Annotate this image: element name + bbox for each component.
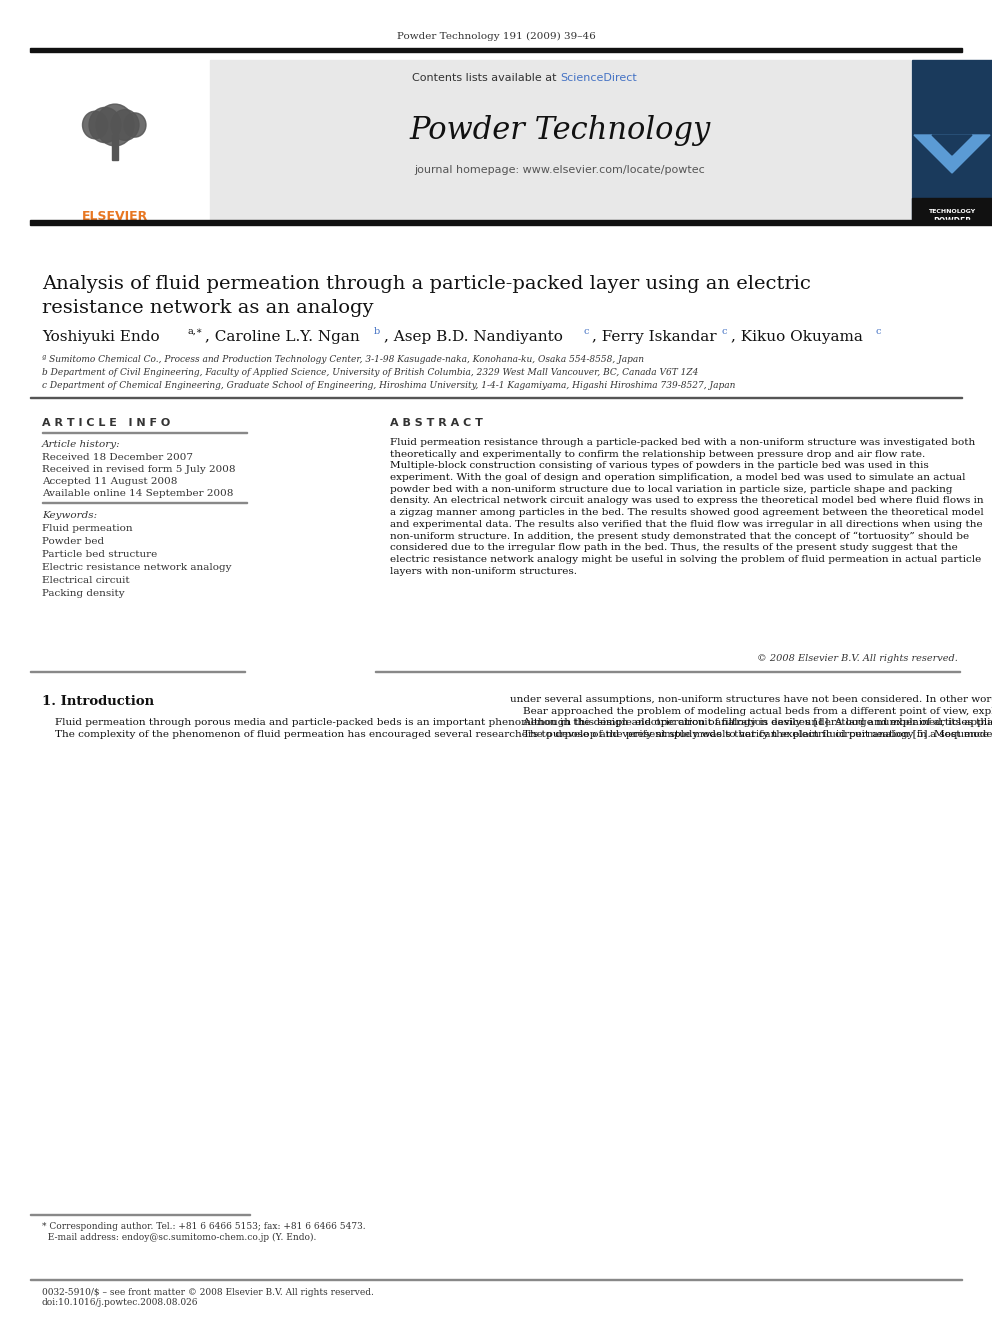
Text: b: b [374, 327, 380, 336]
Text: Powder Technology 191 (2009) 39–46: Powder Technology 191 (2009) 39–46 [397, 32, 595, 41]
Bar [912, 60, 992, 220]
Text: Particle bed structure: Particle bed structure [42, 550, 158, 560]
Text: © 2008 Elsevier B.V. All rights reserved.: © 2008 Elsevier B.V. All rights reserved… [757, 654, 958, 663]
Text: Fluid permeation through porous media and particle-packed beds is an important p: Fluid permeation through porous media an… [42, 718, 992, 738]
Text: Article history:: Article history: [42, 441, 121, 448]
Text: * Corresponding author. Tel.: +81 6 6466 5153; fax: +81 6 6466 5473.
  E-mail ad: * Corresponding author. Tel.: +81 6 6466… [42, 1222, 366, 1241]
Text: Fluid permeation resistance through a particle-packed bed with a non-uniform str: Fluid permeation resistance through a pa… [390, 438, 984, 576]
Text: A B S T R A C T: A B S T R A C T [390, 418, 483, 429]
Text: 0032-5910/$ – see front matter © 2008 Elsevier B.V. All rights reserved.
doi:10.: 0032-5910/$ – see front matter © 2008 El… [42, 1289, 374, 1307]
Text: under several assumptions, non-uniform structures have not been considered. In o: under several assumptions, non-uniform s… [510, 695, 992, 740]
Text: Fluid permeation: Fluid permeation [42, 524, 133, 533]
Text: Accepted 11 August 2008: Accepted 11 August 2008 [42, 478, 178, 486]
Text: , Ferry Iskandar: , Ferry Iskandar [592, 329, 721, 344]
Text: , Asep B.D. Nandiyanto: , Asep B.D. Nandiyanto [384, 329, 567, 344]
Text: Powder Technology: Powder Technology [410, 115, 710, 146]
Text: ScienceDirect: ScienceDirect [560, 73, 637, 83]
Bar [30, 60, 208, 220]
Text: c: c [583, 327, 588, 336]
Text: , Kikuo Okuyama: , Kikuo Okuyama [731, 329, 868, 344]
Ellipse shape [82, 111, 107, 139]
Text: c Department of Chemical Engineering, Graduate School of Engineering, Hiroshima : c Department of Chemical Engineering, Gr… [42, 381, 735, 390]
Text: TECHNOLOGY: TECHNOLOGY [929, 209, 975, 214]
Text: journal homepage: www.elsevier.com/locate/powtec: journal homepage: www.elsevier.com/locat… [415, 165, 705, 175]
Text: ELSEVIER: ELSEVIER [82, 210, 148, 224]
Text: Available online 14 September 2008: Available online 14 September 2008 [42, 490, 233, 497]
Ellipse shape [96, 105, 134, 146]
Text: Received 18 December 2007: Received 18 December 2007 [42, 452, 193, 462]
Text: Contents lists available at: Contents lists available at [412, 73, 560, 83]
Polygon shape [914, 135, 990, 173]
Bar [30, 220, 992, 225]
Text: a,∗: a,∗ [188, 327, 203, 336]
Text: Packing density: Packing density [42, 589, 125, 598]
Text: POWDER: POWDER [932, 217, 971, 226]
Text: Analysis of fluid permeation through a particle-packed layer using an electric
r: Analysis of fluid permeation through a p… [42, 275, 810, 316]
Text: , Caroline L.Y. Ngan: , Caroline L.Y. Ngan [205, 329, 365, 344]
Text: b Department of Civil Engineering, Faculty of Applied Science, University of Bri: b Department of Civil Engineering, Facul… [42, 368, 698, 377]
Text: 1. Introduction: 1. Introduction [42, 695, 154, 708]
Bar [30, 397, 962, 398]
Bar [30, 48, 962, 52]
Ellipse shape [124, 112, 146, 138]
Bar [112, 135, 118, 160]
Text: Received in revised form 5 July 2008: Received in revised form 5 July 2008 [42, 464, 235, 474]
Text: ª Sumitomo Chemical Co., Process and Production Technology Center, 3-1-98 Kasuga: ª Sumitomo Chemical Co., Process and Pro… [42, 355, 644, 364]
Ellipse shape [111, 110, 139, 140]
Text: c: c [875, 327, 881, 336]
Text: Electric resistance network analogy: Electric resistance network analogy [42, 564, 231, 572]
Text: Electrical circuit: Electrical circuit [42, 576, 130, 585]
Bar [912, 198, 992, 220]
Text: A R T I C L E   I N F O: A R T I C L E I N F O [42, 418, 171, 429]
Ellipse shape [89, 107, 121, 143]
Text: Yoshiyuki Endo: Yoshiyuki Endo [42, 329, 165, 344]
Bar [210, 60, 910, 220]
Text: Powder bed: Powder bed [42, 537, 104, 546]
Text: c: c [722, 327, 727, 336]
Polygon shape [932, 135, 972, 155]
Text: Keywords:: Keywords: [42, 511, 97, 520]
